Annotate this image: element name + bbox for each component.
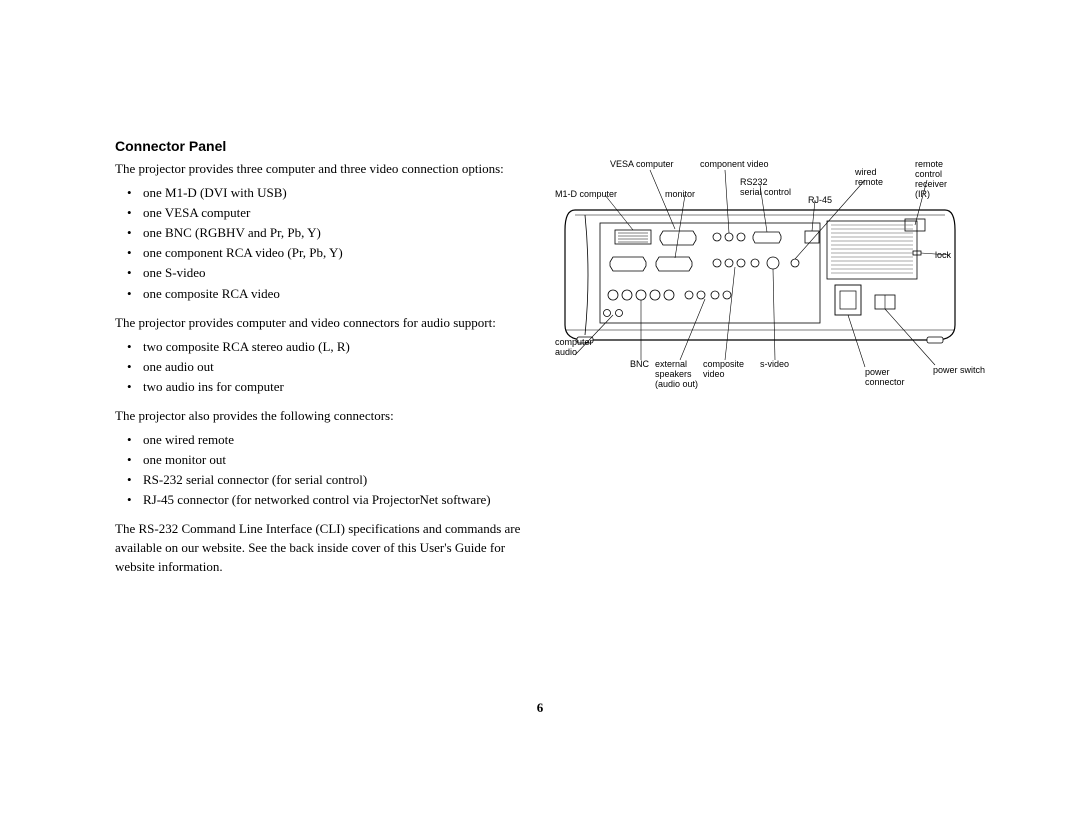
intro-paragraph-2: The projector provides computer and vide… — [115, 314, 535, 333]
label-comp-audio-1: computer — [555, 337, 593, 347]
bullet-list-2: two composite RCA stereo audio (L, R) on… — [115, 337, 535, 397]
label-psw: power switch — [933, 365, 985, 375]
connector-panel-diagram: VESA computer M1-D computer monitor comp… — [555, 155, 965, 390]
list-item: two composite RCA stereo audio (L, R) — [143, 337, 535, 357]
label-rc-line3: receiver — [915, 179, 947, 189]
label-wired: wired — [855, 167, 877, 177]
label-pc-1: power — [865, 367, 890, 377]
list-item: one S-video — [143, 263, 535, 283]
label-rj45: RJ-45 — [808, 195, 832, 205]
label-lock: lock — [935, 250, 951, 260]
bullet-list-1: one M1-D (DVI with USB) one VESA compute… — [115, 183, 535, 304]
label-pc-2: connector — [865, 377, 905, 387]
page-number: 6 — [0, 700, 1080, 716]
intro-paragraph-1: The projector provides three computer an… — [115, 160, 535, 179]
list-item: one VESA computer — [143, 203, 535, 223]
label-cv-2: video — [703, 369, 725, 379]
list-item: one BNC (RGBHV and Pr, Pb, Y) — [143, 223, 535, 243]
section-heading: Connector Panel — [115, 138, 535, 154]
list-item: one monitor out — [143, 450, 535, 470]
label-cv-1: composite — [703, 359, 744, 369]
label-rc-line2: control — [915, 169, 942, 179]
label-remote: remote — [855, 177, 883, 187]
list-item: one M1-D (DVI with USB) — [143, 183, 535, 203]
list-item: one component RCA video (Pr, Pb, Y) — [143, 243, 535, 263]
label-rc-line4: (IR) — [915, 189, 930, 199]
label-rs232-line2: serial control — [740, 187, 791, 197]
list-item: one audio out — [143, 357, 535, 377]
list-item: one wired remote — [143, 430, 535, 450]
label-ext-2: speakers — [655, 369, 692, 379]
label-rc-line1: remote — [915, 159, 943, 169]
list-item: RJ-45 connector (for networked control v… — [143, 490, 535, 510]
intro-paragraph-3: The projector also provides the followin… — [115, 407, 535, 426]
label-ext-1: external — [655, 359, 687, 369]
label-comp-audio-2: audio — [555, 347, 577, 357]
label-svideo: s-video — [760, 359, 789, 369]
text-column: Connector Panel The projector provides t… — [115, 138, 535, 581]
label-m1d-computer: M1-D computer — [555, 189, 617, 199]
label-rs232-line1: RS232 — [740, 177, 768, 187]
bullet-list-3: one wired remote one monitor out RS-232 … — [115, 430, 535, 511]
label-component-video: component video — [700, 159, 769, 169]
label-vesa-computer: VESA computer — [610, 159, 674, 169]
label-monitor: monitor — [665, 189, 695, 199]
label-ext-3: (audio out) — [655, 379, 698, 389]
label-bnc: BNC — [630, 359, 649, 369]
list-item: RS-232 serial connector (for serial cont… — [143, 470, 535, 490]
list-item: two audio ins for computer — [143, 377, 535, 397]
list-item: one composite RCA video — [143, 284, 535, 304]
footnote-paragraph: The RS-232 Command Line Interface (CLI) … — [115, 520, 535, 577]
